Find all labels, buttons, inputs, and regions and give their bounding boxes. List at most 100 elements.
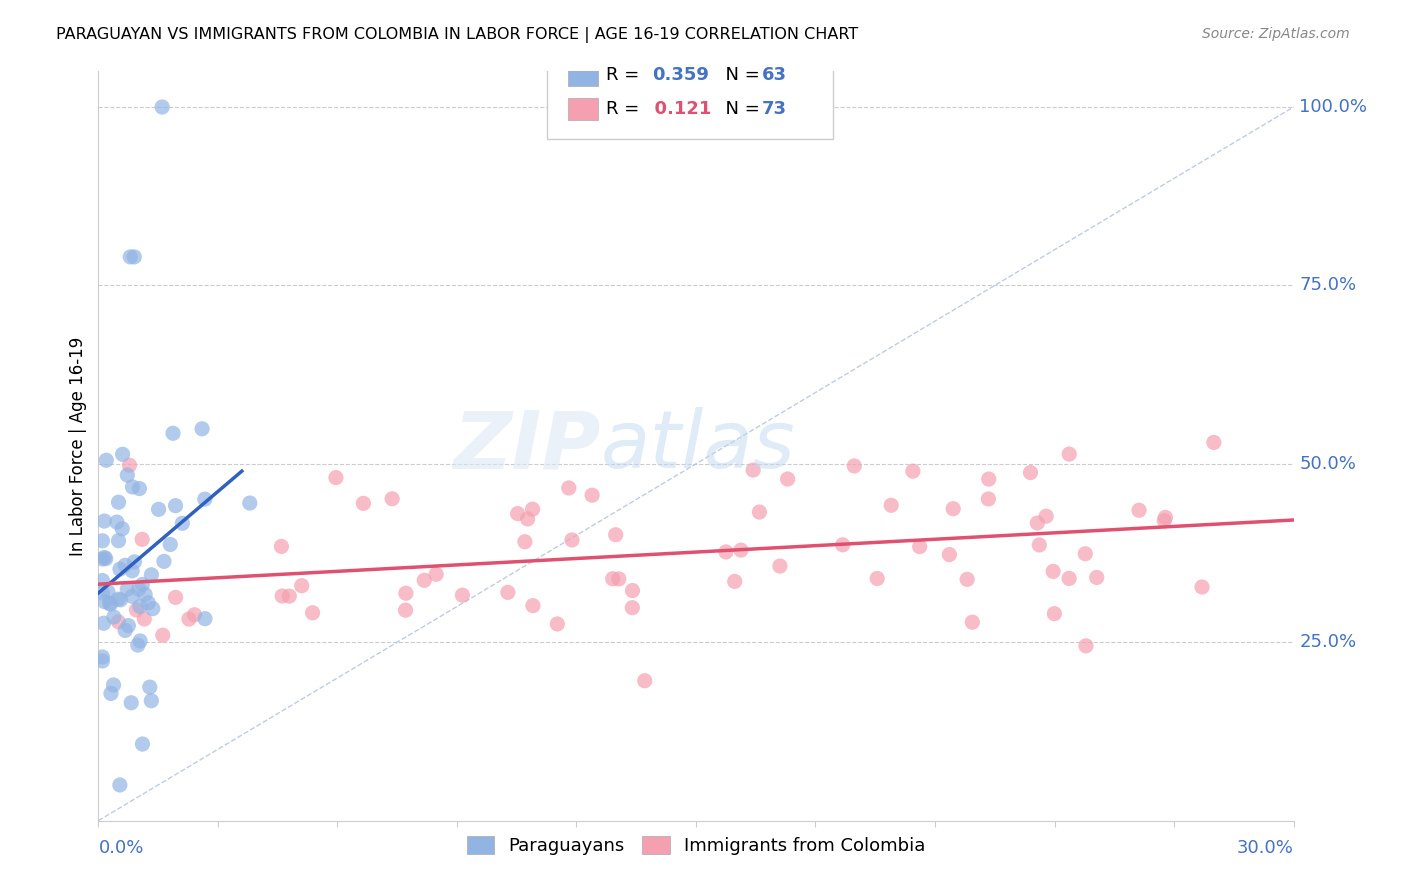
Text: R =: R =: [606, 100, 645, 118]
Point: [121, 480, 143, 494]
Point: [93, 550, 115, 565]
Text: 0.0%: 0.0%: [98, 839, 143, 857]
Point: [136, 596, 159, 610]
Point: [91, 552, 114, 566]
Point: [938, 548, 960, 562]
Point: [103, 610, 125, 624]
Point: [134, 612, 156, 626]
Point: [183, 607, 205, 622]
Point: [1074, 547, 1097, 561]
Point: [977, 472, 1000, 486]
Point: [516, 512, 538, 526]
Point: [977, 491, 1000, 506]
Point: [124, 250, 146, 264]
Point: [159, 537, 181, 551]
Point: [522, 502, 544, 516]
Text: 100.0%: 100.0%: [1299, 98, 1368, 116]
Point: [1057, 571, 1080, 585]
Point: [1154, 510, 1177, 524]
Text: R =: R =: [606, 66, 645, 84]
Point: [93, 595, 115, 609]
Text: atlas: atlas: [600, 407, 796, 485]
Point: [103, 678, 125, 692]
Point: [91, 533, 114, 548]
Point: [98, 596, 121, 610]
Point: [942, 501, 965, 516]
FancyBboxPatch shape: [568, 97, 598, 120]
Text: 63: 63: [762, 66, 787, 84]
FancyBboxPatch shape: [547, 49, 834, 139]
Point: [962, 615, 984, 630]
Point: [742, 463, 765, 477]
Point: [93, 616, 115, 631]
Point: [352, 496, 374, 510]
Text: 25.0%: 25.0%: [1299, 633, 1357, 651]
Legend: Paraguayans, Immigrants from Colombia: Paraguayans, Immigrants from Colombia: [457, 827, 935, 864]
Point: [714, 545, 737, 559]
Point: [152, 628, 174, 642]
Point: [177, 612, 200, 626]
Point: [191, 422, 214, 436]
Point: [1019, 466, 1042, 480]
Point: [107, 495, 129, 509]
Point: [108, 562, 131, 576]
Point: [634, 673, 657, 688]
Point: [120, 250, 142, 264]
Point: [325, 470, 347, 484]
Point: [581, 488, 603, 502]
Point: [621, 583, 644, 598]
Point: [908, 540, 931, 554]
Point: [105, 515, 128, 529]
Point: [111, 522, 134, 536]
Point: [142, 601, 165, 615]
Point: [1074, 639, 1097, 653]
Point: [114, 624, 136, 638]
Point: [605, 528, 627, 542]
Point: [1042, 565, 1064, 579]
Point: [100, 597, 122, 611]
Point: [131, 737, 153, 751]
Point: [607, 572, 630, 586]
Point: [107, 533, 129, 548]
Text: 73: 73: [762, 100, 787, 118]
Point: [451, 588, 474, 602]
Point: [776, 472, 799, 486]
Text: 0.121: 0.121: [643, 100, 711, 118]
Point: [621, 600, 644, 615]
Point: [1191, 580, 1213, 594]
Text: PARAGUAYAN VS IMMIGRANTS FROM COLOMBIA IN LABOR FORCE | AGE 16-19 CORRELATION CH: PARAGUAYAN VS IMMIGRANTS FROM COLOMBIA I…: [56, 27, 859, 43]
Point: [724, 574, 747, 589]
Point: [172, 516, 194, 531]
Point: [239, 496, 262, 510]
Point: [1043, 607, 1066, 621]
Point: [546, 617, 568, 632]
Point: [128, 482, 150, 496]
Point: [730, 543, 752, 558]
Point: [1085, 570, 1108, 584]
Point: [1202, 435, 1225, 450]
Point: [114, 558, 136, 573]
Point: [1057, 447, 1080, 461]
FancyBboxPatch shape: [568, 64, 598, 87]
Point: [153, 554, 176, 568]
Point: [148, 502, 170, 516]
Point: [1128, 503, 1150, 517]
Point: [134, 587, 156, 601]
Point: [107, 592, 129, 607]
Point: [118, 458, 141, 473]
Point: [291, 579, 314, 593]
Point: [129, 599, 152, 614]
Point: [769, 559, 792, 574]
Point: [1026, 516, 1049, 530]
Point: [139, 680, 162, 694]
Point: [129, 634, 152, 648]
Point: [150, 100, 173, 114]
Point: [748, 505, 770, 519]
Point: [93, 514, 115, 528]
Point: [522, 599, 544, 613]
Point: [165, 499, 187, 513]
Point: [506, 507, 529, 521]
Point: [496, 585, 519, 599]
Point: [425, 567, 447, 582]
Text: 0.359: 0.359: [652, 66, 709, 84]
